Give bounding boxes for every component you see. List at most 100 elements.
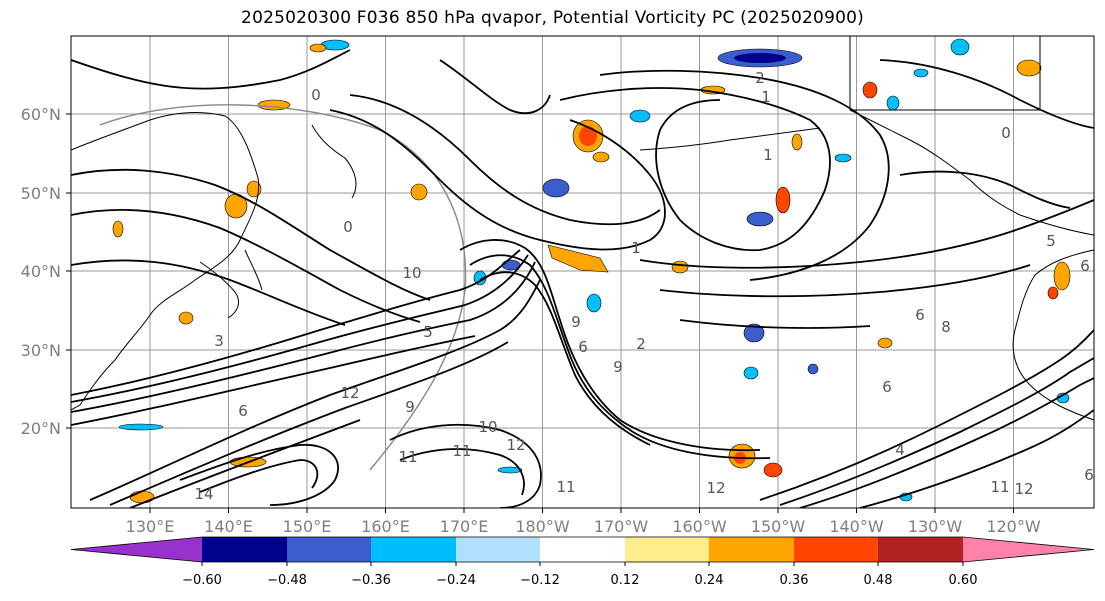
coastline-aleutians: [639, 127, 821, 151]
contour-label: 11: [398, 448, 417, 466]
contour-label: 9: [613, 358, 623, 376]
graticule: [71, 36, 1094, 508]
anomaly-patch: [877, 337, 893, 349]
contour-label: 0: [343, 218, 353, 236]
anomaly-patch: [178, 311, 194, 325]
contour-label: 11: [556, 478, 575, 496]
contour-label: 4: [895, 441, 905, 459]
anomaly-patch: [497, 466, 523, 474]
colorbar-segment: [878, 537, 963, 562]
pv-contour: [129, 419, 361, 508]
contour-label: 2: [755, 69, 765, 87]
colorbar: −0.60 −0.48 −0.36 −0.24 −0.12 0.12 0.24 0.36 0.4…: [70, 536, 1095, 588]
coastline-kamchatka: [311, 124, 357, 199]
coastline-japan: [199, 249, 263, 319]
colorbar-tick-label: −0.24: [436, 573, 476, 588]
colorbar-segment: [540, 537, 625, 562]
lon-tick-label: 130°E: [126, 517, 175, 536]
pv-contour: [759, 329, 1094, 501]
pv-contour: [859, 409, 1094, 508]
contour-label: 11: [452, 442, 471, 460]
pv-contour: [559, 87, 831, 252]
colorbar-tick-label: 0.12: [611, 573, 640, 588]
anomaly-patch: [112, 220, 124, 238]
anomaly-patch: [592, 151, 610, 163]
lat-tick-label: 30°N: [21, 341, 61, 360]
contour-label: 12: [1014, 480, 1033, 498]
colorbar-segment: [371, 537, 456, 562]
colorbar-segment: [794, 537, 878, 562]
anomaly-patch: [886, 95, 900, 111]
pv-contour: [199, 459, 319, 493]
anomaly-patch: [743, 366, 759, 380]
contour-label: 2: [636, 335, 646, 353]
contour-label: 9: [405, 398, 415, 416]
pv-contour: [71, 249, 521, 396]
pv-contour: [659, 264, 1031, 298]
colorbar-tick-label: −0.60: [182, 573, 222, 588]
lon-tick-label: 170°W: [594, 517, 649, 536]
contour-label: 8: [941, 318, 951, 336]
anomaly-patch: [1053, 261, 1071, 291]
pv-contour: [71, 49, 351, 90]
pv-contour: [71, 335, 476, 426]
pv-contour: [899, 170, 1071, 209]
lon-tick-label: 150°W: [751, 517, 806, 536]
pv-contour: [89, 279, 541, 501]
lon-tick-label: 160°W: [672, 517, 727, 536]
anomaly-patch: [309, 43, 327, 53]
pv-contour: [71, 209, 421, 323]
anomaly-patch: [410, 183, 428, 201]
contour-label: 0: [1001, 124, 1011, 142]
pv-contour: [389, 423, 542, 508]
anomaly-patch: [1016, 59, 1042, 77]
anomaly-patch: [542, 178, 570, 198]
pv-contour: [329, 109, 666, 251]
colorbar-tick-label: 0.36: [780, 573, 809, 588]
contour-label: 6: [882, 378, 892, 396]
anomaly-patch: [579, 126, 597, 146]
lat-tick-label: 60°N: [21, 105, 61, 124]
lon-tick-label: 170°E: [440, 517, 489, 536]
pv-contour: [399, 448, 525, 496]
anomaly-patch: [1047, 286, 1059, 300]
anomaly-patch: [629, 109, 651, 123]
pv-contour: [779, 357, 1094, 506]
pv-contours: [71, 49, 1094, 508]
lat-tick-label: 40°N: [21, 262, 61, 281]
axes: 60°N 50°N 40°N 30°N 20°N 130°E 140°E 150°E 160°E…: [21, 105, 1041, 536]
pv-contour: [439, 59, 551, 115]
colorbar-segment: [71, 537, 202, 562]
contour-label: 10: [478, 418, 497, 436]
pv-contour: [459, 239, 761, 452]
colorbar-tick-label: −0.12: [520, 573, 560, 588]
lat-tick-label: 50°N: [21, 184, 61, 203]
anomaly-patch: [807, 363, 819, 375]
contour-label: 9: [571, 313, 581, 331]
coastline-asia: [71, 112, 260, 411]
contour-label: 1: [763, 146, 773, 164]
pv-contour: [179, 444, 339, 506]
anomaly-patch: [246, 180, 262, 198]
pv-contour: [639, 199, 1094, 269]
colorbar-tick-label: 0.60: [949, 573, 978, 588]
anomaly-patch: [743, 323, 765, 343]
contour-label: 12: [340, 384, 359, 402]
map-title: 2025020300 F036 850 hPa qvapor, Potentia…: [241, 8, 864, 28]
contour-label: 6: [238, 402, 248, 420]
lon-tick-label: 120°W: [986, 517, 1041, 536]
colorbar-tick-label: 0.48: [864, 573, 893, 588]
pv-contour: [799, 377, 1094, 508]
pv-contour: [71, 259, 346, 326]
anomaly-patch: [547, 244, 609, 273]
pv-contour: [469, 254, 771, 460]
colorbar-tick-label: 0.24: [695, 573, 724, 588]
colorbar-segment: [202, 537, 287, 562]
anomaly-patch: [791, 133, 803, 151]
anomaly-patch: [671, 260, 689, 274]
colorbar-segment: [709, 537, 794, 562]
contour-label: 6: [1080, 257, 1090, 275]
contour-label: 6: [578, 338, 588, 356]
